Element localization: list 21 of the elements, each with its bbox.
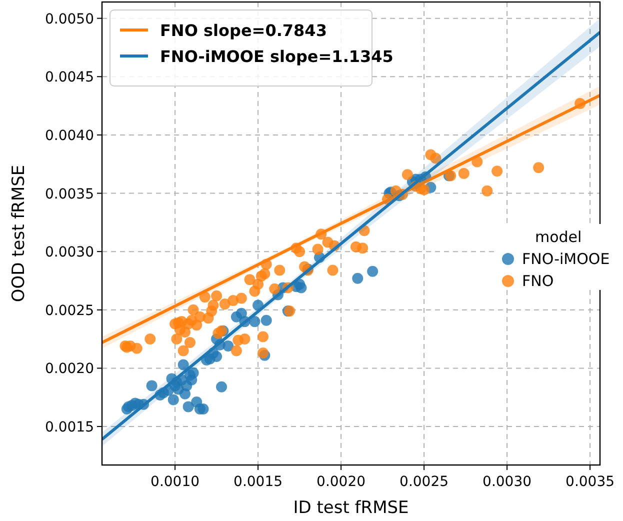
y-axis-title: OOD test fRMSE [9,164,29,302]
x-tick-label: 0.0020 [316,474,366,490]
legend-label: FNO-iMOOE slope=1.1345 [160,47,394,66]
x-tick-label: 0.0025 [400,474,449,490]
y-tick-label: 0.0015 [45,420,94,436]
x-tick-label: 0.0030 [482,474,532,490]
x-tick-label: 0.0015 [234,474,283,490]
legend-label: FNO-iMOOE [522,250,610,268]
y-tick-label: 0.0045 [45,70,94,86]
legend-label: FNO slope=0.7843 [160,21,327,40]
legend-label: FNO [522,272,554,290]
y-tick-label: 0.0030 [45,244,94,261]
legend-title: model [535,228,582,246]
y-tick-label: 0.0040 [45,128,94,144]
y-tick-label: 0.0020 [45,361,94,378]
y-tick-label: 0.0035 [45,186,94,202]
x-axis-title: ID test fRMSE [293,498,409,518]
x-tick-label: 0.0010 [150,474,200,490]
y-tick-label: 0.0050 [45,11,94,28]
y-tick-label: 0.0025 [45,302,94,319]
x-tick-label: 0.0035 [566,474,615,490]
